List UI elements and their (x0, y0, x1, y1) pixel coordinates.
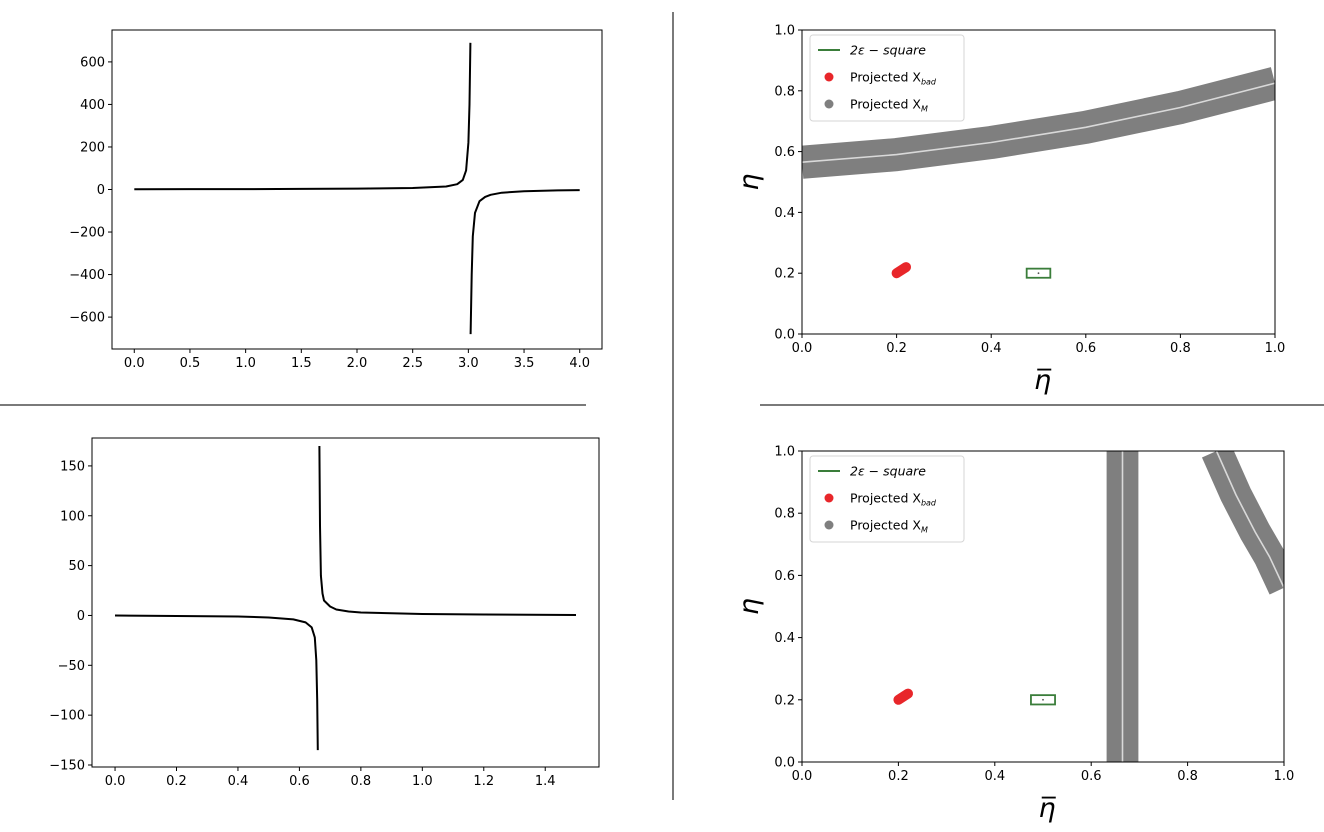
x-tick-label: 0.2 (166, 774, 187, 789)
legend-marker-dot (824, 72, 834, 82)
legend-label: 2ε − square (850, 464, 926, 479)
y-tick-label: −400 (69, 268, 105, 283)
x-axis-label: η̅ (1034, 365, 1052, 396)
x-tick-label: 0.2 (886, 341, 907, 356)
plot-area (802, 67, 1275, 279)
y-tick-label: 0.6 (774, 145, 795, 160)
x-tick-label: 2.5 (402, 356, 423, 371)
square-center-point (1037, 272, 1040, 275)
projected-xbad-points (893, 688, 914, 705)
series-line (114, 614, 319, 751)
x-tick-label: 0.8 (1170, 341, 1191, 356)
x-tick-label: 1.0 (1274, 769, 1295, 784)
x-tick-label: 1.2 (473, 774, 494, 789)
chart-top-right: 0.0 0.2 0.4 0.6 0.8 1.0 0.0 0.2 0.4 0.6 0.8 1.0 η̅ η 2… (734, 24, 1285, 397)
epsilon-square (1030, 694, 1056, 706)
plot-area (114, 445, 577, 751)
chart-bottom-right: 0.0 0.2 0.4 0.6 0.8 1.0 0.0 0.2 0.4 0.6 0.8 1.0 η̅ η 2… (734, 445, 1294, 825)
epsilon-square (1025, 267, 1052, 279)
x-tick-label: 0.8 (1177, 769, 1198, 784)
y-tick-label: 1.0 (774, 24, 795, 39)
x-tick-label: 3.0 (458, 356, 479, 371)
x-tick-label: 1.0 (1265, 341, 1286, 356)
x-tick-label: 4.0 (569, 356, 590, 371)
legend-marker-dot (824, 520, 834, 530)
y-tick-label: 100 (60, 509, 85, 524)
y-tick-label: −150 (49, 759, 85, 774)
y-axis-label: η (734, 173, 765, 190)
y-tick-label: −600 (69, 311, 105, 326)
y-tick-label: 0.2 (774, 693, 795, 708)
x-tick-label: 0.6 (289, 774, 310, 789)
x-tick-label: 0.2 (888, 769, 909, 784)
y-tick-label: 200 (80, 140, 105, 155)
y-tick-label: 150 (60, 459, 85, 474)
y-tick-label: 0 (77, 609, 85, 624)
legend-label: 2ε − square (850, 43, 926, 58)
chart-top-left: 0.0 0.5 1.0 1.5 2.0 2.5 3.0 3.5 4.0 −600 −400 −200 0… (69, 29, 603, 371)
legend-box (809, 455, 965, 543)
legend-marker-dot (824, 493, 834, 503)
y-tick-label: 0.0 (774, 328, 795, 343)
y-axis-label: η (734, 598, 765, 615)
y-tick-label: 0.2 (774, 267, 795, 282)
y-tick-label: 0.8 (774, 84, 795, 99)
series-line (134, 42, 472, 191)
series-line (469, 189, 580, 335)
y-tick-label: −100 (49, 709, 85, 724)
chart-bottom-left: 0.0 0.2 0.4 0.6 0.8 1.0 1.2 1.4 −150 −100 −50 0 50 10… (49, 437, 600, 789)
x-tick-label: 1.0 (412, 774, 433, 789)
legend-label: Projected XM (850, 518, 928, 535)
band-center-line (1215, 451, 1284, 589)
projected-xbad-points (891, 262, 912, 279)
x-tick-label: 0.0 (124, 356, 145, 371)
plot-area (134, 42, 580, 335)
x-tick-label: 1.0 (235, 356, 256, 371)
x-tick-label: 1.4 (535, 774, 556, 789)
x-tick-label: 0.0 (792, 341, 813, 356)
x-tick-label: 1.5 (291, 356, 312, 371)
x-tick-label: 0.0 (105, 774, 126, 789)
axes-frame (801, 29, 1276, 335)
square-center-point (1042, 698, 1044, 701)
legend-label: Projected Xbad (850, 491, 937, 508)
x-tick-label: 0.0 (792, 769, 813, 784)
y-tick-label: −200 (69, 226, 105, 241)
x-axis-label: η̅ (1038, 793, 1056, 824)
x-tick-label: 0.4 (984, 769, 1005, 784)
y-tick-label: 1.0 (774, 445, 795, 460)
legend-box (809, 34, 965, 122)
x-tick-label: 3.5 (514, 356, 535, 371)
legend-marker-dot (824, 99, 834, 109)
y-tick-label: −50 (58, 659, 85, 674)
y-tick-label: 50 (68, 559, 85, 574)
y-tick-label: 400 (80, 98, 105, 113)
band-center-line (802, 82, 1275, 163)
y-tick-label: 0.0 (774, 756, 795, 771)
x-tick-label: 0.6 (1081, 769, 1102, 784)
x-tick-label: 0.5 (180, 356, 201, 371)
y-tick-label: 600 (80, 55, 105, 70)
x-tick-label: 2.0 (347, 356, 368, 371)
y-tick-label: 0.8 (774, 507, 795, 522)
y-tick-label: 0.4 (774, 631, 795, 646)
y-tick-label: 0 (97, 183, 105, 198)
series-line (318, 445, 577, 616)
axes-frame (91, 437, 600, 768)
x-tick-label: 0.8 (351, 774, 372, 789)
legend-label: Projected XM (850, 97, 928, 114)
legend-label: Projected Xbad (850, 70, 937, 87)
y-tick-label: 0.4 (774, 206, 795, 221)
x-tick-label: 0.6 (1075, 341, 1096, 356)
axes-frame (801, 450, 1285, 763)
y-tick-label: 0.6 (774, 569, 795, 584)
x-tick-label: 0.4 (228, 774, 249, 789)
x-tick-label: 0.4 (981, 341, 1002, 356)
plot-area (893, 451, 1284, 762)
